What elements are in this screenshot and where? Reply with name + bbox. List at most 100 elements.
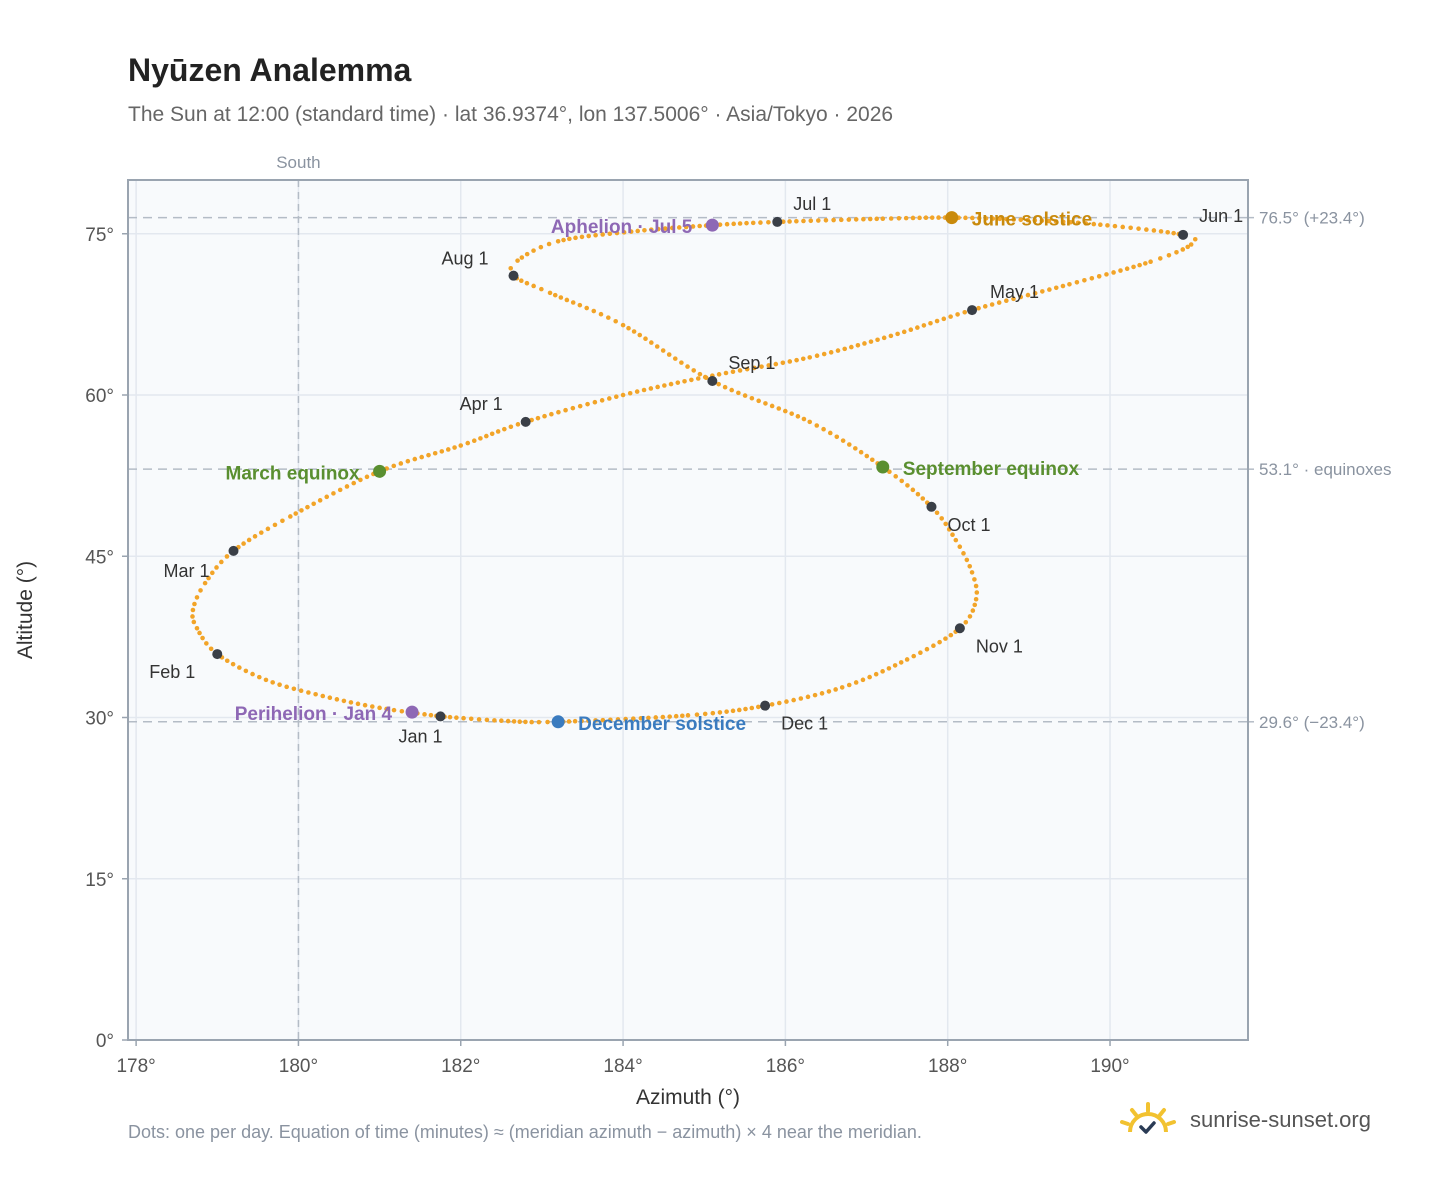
daily-dot: [191, 619, 197, 625]
daily-dot: [1004, 298, 1009, 304]
daily-dot: [873, 671, 879, 677]
daily-dot: [523, 719, 528, 725]
daily-dot: [766, 363, 772, 368]
daily-dot: [910, 215, 916, 221]
daily-dot: [742, 393, 748, 398]
daily-dot: [964, 557, 970, 563]
daily-dot: [1032, 290, 1038, 296]
daily-dot: [600, 717, 606, 723]
daily-dot: [823, 217, 829, 223]
daily-dot: [675, 380, 681, 385]
daily-dot: [667, 714, 672, 719]
daily-dot: [194, 595, 200, 600]
daily-dot: [649, 340, 654, 345]
daily-dot: [1060, 283, 1066, 289]
daily-dot: [808, 218, 814, 224]
daily-dot: [868, 339, 874, 344]
month-marker: [707, 376, 718, 387]
daily-dot: [419, 454, 424, 460]
month-marker: [967, 305, 978, 316]
daily-dot: [1047, 287, 1052, 292]
daily-dot: [305, 504, 310, 510]
daily-dot: [531, 248, 536, 253]
daily-dot: [881, 335, 887, 341]
daily-dot: [454, 715, 459, 720]
daily-dot: [1192, 236, 1198, 242]
daily-dot: [638, 715, 644, 721]
daily-dot: [789, 411, 794, 416]
daily-dot: [313, 691, 318, 697]
daily-dot: [763, 401, 768, 406]
daily-dot: [1185, 244, 1191, 250]
daily-dot: [969, 570, 975, 575]
daily-dot: [653, 715, 659, 720]
daily-dot: [272, 522, 278, 528]
daily-dot: [695, 376, 701, 381]
daily-dot: [1018, 294, 1024, 300]
brand[interactable]: sunrise-sunset.org: [1120, 1102, 1371, 1138]
daily-dot: [646, 715, 651, 721]
daily-dot: [1180, 247, 1186, 252]
daily-dot: [567, 236, 572, 242]
daily-dot: [317, 498, 323, 503]
daily-dot: [864, 453, 870, 459]
daily-dot: [1171, 230, 1176, 236]
daily-dot: [855, 343, 861, 348]
daily-dot: [529, 719, 534, 725]
daily-dot: [997, 216, 1003, 222]
daily-dot: [1136, 226, 1141, 231]
daily-dot: [669, 225, 675, 231]
daily-dot: [833, 687, 838, 692]
daily-dot: [511, 719, 517, 724]
daily-dot: [519, 278, 524, 283]
daily-dot: [570, 300, 576, 305]
daily-dot: [263, 677, 269, 683]
daily-dot: [214, 565, 219, 570]
daily-dot: [931, 643, 936, 648]
daily-dot: [858, 449, 864, 455]
daily-dot: [230, 661, 236, 667]
x-tick-label: 186°: [766, 1056, 805, 1077]
daily-dot: [210, 570, 215, 576]
daily-dot: [515, 258, 520, 263]
month-label: Jan 1: [398, 726, 442, 746]
daily-dot: [963, 215, 968, 221]
daily-dot: [508, 424, 514, 430]
daily-dot: [291, 686, 297, 692]
daily-dot: [642, 228, 647, 233]
daily-dot: [737, 221, 743, 226]
daily-dot: [717, 222, 723, 227]
month-label: Nov 1: [976, 636, 1023, 656]
month-label: Jul 1: [793, 194, 831, 214]
daily-dot: [190, 614, 195, 619]
daily-dot: [1131, 264, 1136, 270]
daily-dot: [1089, 275, 1095, 281]
daily-dot: [293, 511, 299, 516]
month-marker: [212, 649, 223, 660]
reference-line-label: 29.6° (−23.4°): [1259, 713, 1365, 732]
daily-dot: [555, 238, 561, 244]
month-marker: [508, 270, 519, 281]
daily-dot: [950, 532, 955, 538]
daily-dot: [1004, 216, 1009, 222]
daily-dot: [508, 265, 514, 271]
daily-dot: [937, 639, 942, 645]
daily-dot: [957, 544, 963, 550]
daily-dot: [311, 501, 316, 507]
daily-dot: [586, 718, 591, 724]
daily-dot: [716, 381, 721, 387]
daily-dot: [683, 224, 689, 230]
event-label: June solstice: [972, 210, 1092, 231]
daily-dot: [468, 716, 474, 722]
daily-dot: [724, 221, 730, 227]
daily-dot: [892, 663, 898, 668]
daily-dot: [915, 325, 920, 330]
daily-dot: [904, 657, 910, 662]
daily-dot: [660, 348, 666, 353]
daily-dot: [613, 318, 618, 324]
daily-dot: [556, 409, 561, 415]
daily-dot: [943, 521, 948, 527]
daily-dot: [432, 450, 438, 456]
daily-dot: [668, 381, 674, 387]
daily-dot: [1151, 228, 1157, 233]
